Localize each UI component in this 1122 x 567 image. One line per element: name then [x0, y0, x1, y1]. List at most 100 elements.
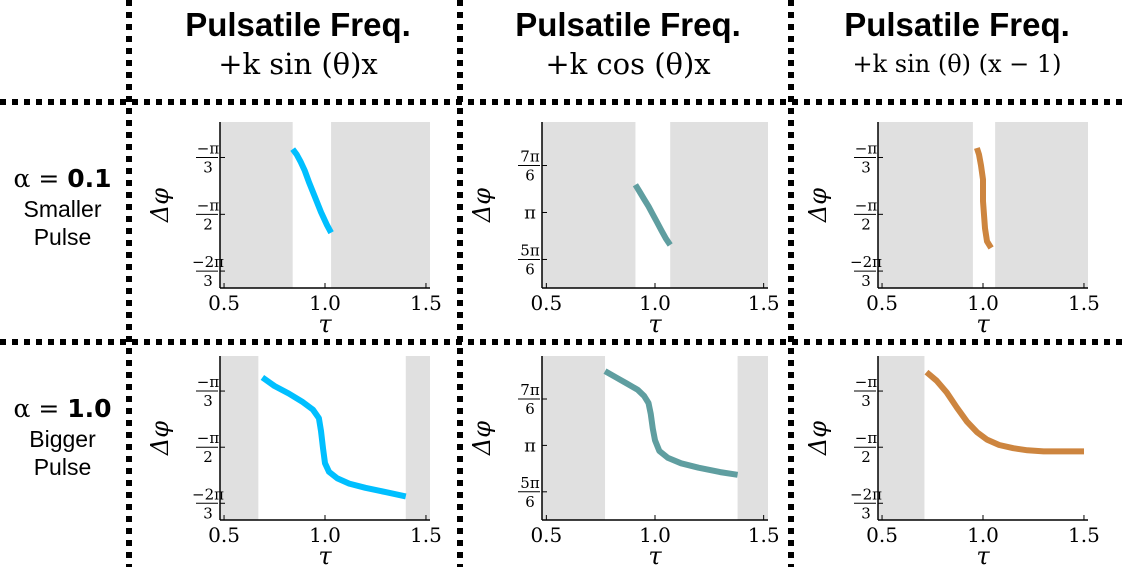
y-axis-label: Δφ: [146, 421, 174, 456]
x-tick-label: 1.5: [748, 523, 780, 547]
y-tick-label: 2: [203, 448, 213, 466]
x-tick-label: 1.0: [309, 523, 341, 547]
y-tick-label: −π: [197, 429, 220, 447]
x-tick-label: 1.0: [967, 291, 999, 315]
x-tick-label: 0.5: [866, 523, 898, 547]
y-tick-label: −2π: [192, 253, 224, 271]
shaded-region: [878, 356, 925, 520]
column-header-3: Pulsatile Freq. +k sin (θ) (x − 1): [792, 6, 1122, 84]
shaded-region: [737, 356, 768, 520]
row-desc-line2: Pulse: [33, 224, 92, 250]
shaded-region: [405, 356, 430, 520]
x-tick-label: 1.0: [639, 291, 671, 315]
y-tick-label: −π: [197, 373, 220, 391]
column-formula: +k sin (θ)x: [218, 47, 378, 81]
x-tick-label: 0.5: [530, 523, 562, 547]
row-desc-line1: Smaller: [23, 196, 102, 222]
alpha-label: α = 1.0: [0, 393, 125, 425]
y-axis-label: Δφ: [804, 188, 832, 223]
x-tick-label: 0.5: [208, 523, 240, 547]
alpha-label: α = 0.1: [0, 163, 125, 195]
x-tick-label: 1.0: [309, 291, 341, 315]
alpha-symbol: α =: [13, 164, 68, 193]
row-header-1: α = 0.1 Smaller Pulse: [0, 163, 125, 251]
alpha-value: 0.1: [67, 164, 112, 193]
x-tick-label: 0.5: [866, 291, 898, 315]
y-tick-label: 3: [203, 504, 213, 522]
y-tick-label: 3: [203, 392, 213, 410]
column-header-2: Pulsatile Freq. +k cos (θ)x: [463, 6, 793, 84]
y-tick-label: 6: [525, 493, 535, 511]
y-tick-label: −2π: [850, 485, 882, 503]
series-line: [290, 147, 334, 235]
column-title: Pulsatile Freq.: [844, 6, 1070, 43]
x-tick-label: 1.5: [410, 291, 442, 315]
x-tick-label: 1.0: [639, 523, 671, 547]
x-axis-label: τ: [318, 310, 332, 336]
shaded-region: [670, 122, 768, 288]
y-tick-label: 6: [525, 260, 535, 278]
x-tick-label: 1.0: [967, 523, 999, 547]
y-tick-label: 6: [525, 167, 535, 185]
column-title: Pulsatile Freq.: [185, 6, 411, 43]
y-tick-label: −π: [855, 429, 878, 447]
y-tick-label: 3: [203, 158, 213, 176]
row-desc-line1: Bigger: [29, 426, 96, 452]
shaded-region: [995, 122, 1088, 288]
series-line: [603, 368, 739, 478]
y-tick-label: 5π: [520, 241, 540, 259]
x-tick-label: 1.5: [410, 523, 442, 547]
shaded-region: [542, 122, 636, 288]
column-header-1: Pulsatile Freq. +k sin (θ)x: [133, 6, 463, 84]
y-tick-label: 2: [203, 215, 213, 233]
y-tick-label: π: [524, 435, 536, 456]
alpha-symbol: α =: [13, 394, 68, 423]
series-line: [924, 369, 1084, 455]
y-tick-label: 3: [203, 272, 213, 290]
y-tick-label: 3: [861, 158, 871, 176]
y-axis-label: Δφ: [804, 421, 832, 456]
y-tick-label: −π: [855, 373, 878, 391]
x-axis-label: τ: [976, 310, 990, 336]
row-desc-line2: Pulse: [33, 454, 92, 480]
y-tick-label: 3: [861, 392, 871, 410]
x-axis-label: τ: [648, 310, 662, 336]
x-tick-label: 0.5: [530, 291, 562, 315]
column-formula: +k cos (θ)x: [545, 47, 711, 81]
y-tick-label: −π: [197, 196, 220, 214]
x-tick-label: 1.5: [1068, 523, 1100, 547]
alpha-value: 1.0: [67, 394, 112, 423]
x-tick-label: 1.5: [748, 291, 780, 315]
y-tick-label: 7π: [520, 381, 540, 399]
column-formula: +k sin (θ) (x − 1): [852, 50, 1062, 78]
row-header-2: α = 1.0 Bigger Pulse: [0, 393, 125, 481]
shaded-region: [542, 356, 606, 520]
shaded-region: [220, 122, 293, 288]
y-tick-label: 3: [861, 272, 871, 290]
shaded-region: [220, 356, 259, 520]
y-tick-label: 2: [861, 215, 871, 233]
y-tick-label: −2π: [850, 253, 882, 271]
x-tick-label: 0.5: [208, 291, 240, 315]
y-tick-label: 2: [861, 448, 871, 466]
y-tick-label: −π: [197, 139, 220, 157]
y-axis-label: Δφ: [470, 188, 496, 223]
y-tick-label: −2π: [192, 485, 224, 503]
y-tick-label: 6: [525, 400, 535, 418]
y-tick-label: −π: [855, 196, 878, 214]
y-tick-label: 5π: [520, 474, 540, 492]
x-axis-label: τ: [318, 542, 332, 567]
shaded-region: [878, 122, 973, 288]
y-axis-label: Δφ: [146, 188, 174, 223]
series-line: [260, 374, 407, 500]
x-axis-label: τ: [976, 542, 990, 567]
shaded-region: [331, 122, 430, 288]
